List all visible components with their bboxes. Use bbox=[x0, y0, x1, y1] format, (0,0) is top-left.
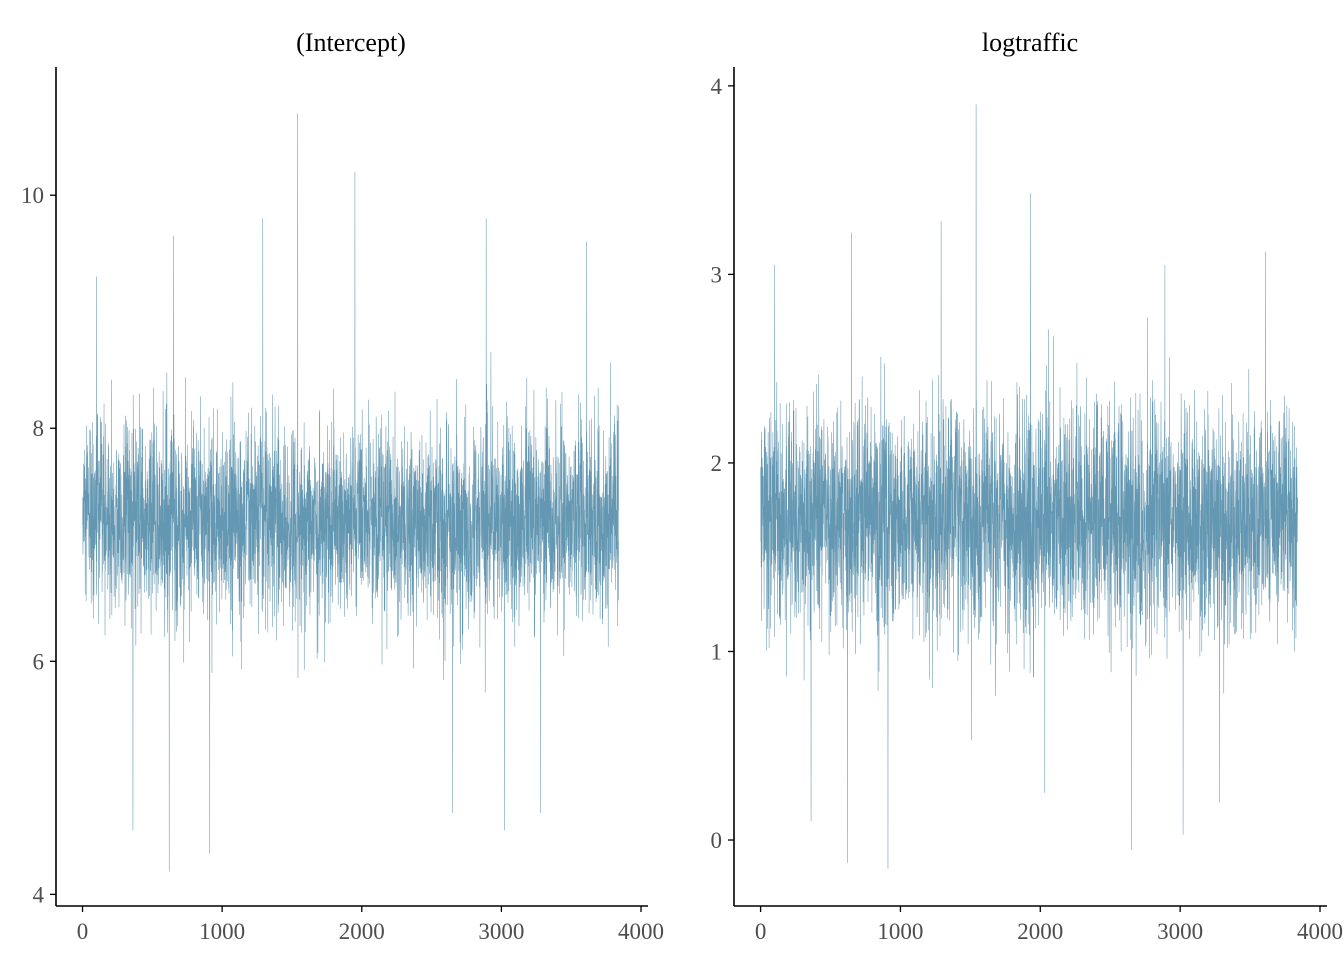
intercept-trace-panel: (Intercept) 4 6 8 10 0 1000 2000 3000 4000 bbox=[21, 28, 664, 944]
logtraffic-x-tick-label: 0 bbox=[755, 919, 767, 944]
intercept-y-ticks: 4 6 8 10 bbox=[21, 183, 56, 907]
intercept-y-tick-label: 10 bbox=[21, 183, 44, 208]
logtraffic-y-ticks: 0 1 2 3 4 bbox=[711, 74, 734, 853]
intercept-x-tick-label: 1000 bbox=[199, 919, 245, 944]
intercept-trace-line bbox=[82, 113, 619, 872]
intercept-x-tick-label: 0 bbox=[77, 919, 89, 944]
logtraffic-trace-line bbox=[760, 104, 1298, 869]
logtraffic-x-tick-label: 3000 bbox=[1157, 919, 1203, 944]
intercept-y-tick-label: 6 bbox=[33, 649, 45, 674]
intercept-trace-layer bbox=[82, 113, 619, 872]
intercept-y-tick-label: 4 bbox=[33, 882, 45, 907]
intercept-x-ticks: 0 1000 2000 3000 4000 bbox=[77, 906, 664, 944]
logtraffic-panel-title: logtraffic bbox=[982, 28, 1078, 57]
intercept-x-tick-label: 4000 bbox=[618, 919, 664, 944]
logtraffic-x-ticks: 0 1000 2000 3000 4000 bbox=[755, 906, 1343, 944]
logtraffic-y-tick-label: 3 bbox=[711, 262, 723, 287]
logtraffic-x-tick-label: 4000 bbox=[1297, 919, 1343, 944]
intercept-x-tick-label: 2000 bbox=[339, 919, 385, 944]
logtraffic-y-tick-label: 2 bbox=[711, 451, 723, 476]
logtraffic-y-tick-label: 0 bbox=[711, 828, 723, 853]
logtraffic-x-tick-label: 2000 bbox=[1017, 919, 1063, 944]
intercept-y-tick-label: 8 bbox=[33, 416, 45, 441]
logtraffic-x-tick-label: 1000 bbox=[877, 919, 923, 944]
logtraffic-y-tick-label: 4 bbox=[711, 74, 723, 99]
logtraffic-trace-panel: logtraffic 0 1 2 3 4 0 1000 2000 3000 4000 bbox=[711, 28, 1344, 944]
logtraffic-trace-layer bbox=[760, 104, 1298, 869]
logtraffic-y-tick-label: 1 bbox=[711, 639, 723, 664]
intercept-x-tick-label: 3000 bbox=[478, 919, 524, 944]
intercept-panel-title: (Intercept) bbox=[296, 28, 406, 57]
